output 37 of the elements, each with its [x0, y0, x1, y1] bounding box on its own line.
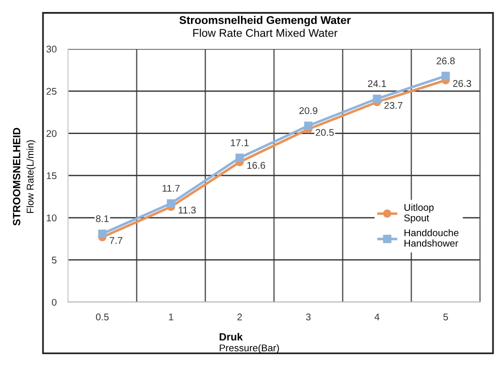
- y-axis-title: STROOMSNELHEID Flow Rate(L/min): [12, 128, 36, 226]
- x-tick-label: 5: [443, 314, 448, 320]
- data-label: 24.1: [368, 80, 386, 87]
- x-tick-label: 3: [306, 313, 311, 320]
- data-label: 26.8: [436, 57, 455, 64]
- y-tick-label: 25: [46, 88, 56, 95]
- x-tick-label: 4: [374, 314, 380, 320]
- y-tick-label: 10: [46, 214, 57, 222]
- y-tick-label: 30: [46, 46, 57, 53]
- chart-subtitle: Flow Rate Chart Mixed Water: [193, 28, 338, 37]
- x-tick-label: 1: [169, 314, 174, 320]
- point: [304, 122, 312, 130]
- point: [166, 199, 176, 208]
- data-label: 23.7: [384, 102, 402, 109]
- x-axis-title: Druk Pressure(Bar): [220, 332, 279, 354]
- data-label: 11.7: [162, 184, 180, 192]
- x-tick-label: 0.5: [96, 313, 109, 320]
- y-tick-label: 5: [52, 256, 56, 264]
- point: [372, 94, 382, 103]
- data-label: 17.1: [230, 139, 249, 146]
- data-label: 20.9: [299, 107, 318, 114]
- y-tick-label: 15: [46, 172, 56, 180]
- data-label: 16.6: [247, 162, 266, 169]
- data-label: 20.5: [316, 129, 334, 136]
- legend-label: Uitloop Spout: [404, 204, 434, 224]
- point: [236, 154, 244, 162]
- legend-label: Handdouche Handshower: [404, 229, 458, 247]
- chart-title: Stroomsnelheid Gemengd Water: [179, 16, 351, 26]
- y-tick-label: 0: [52, 298, 57, 306]
- x-tick-label: 2: [237, 313, 242, 320]
- data-label: 11.3: [178, 206, 196, 214]
- point: [98, 230, 106, 238]
- point: [442, 72, 450, 80]
- data-label: 8.1: [96, 215, 109, 222]
- y-tick-label: 20: [46, 130, 57, 137]
- data-label: 26.3: [453, 80, 472, 87]
- data-label: 7.7: [110, 237, 122, 244]
